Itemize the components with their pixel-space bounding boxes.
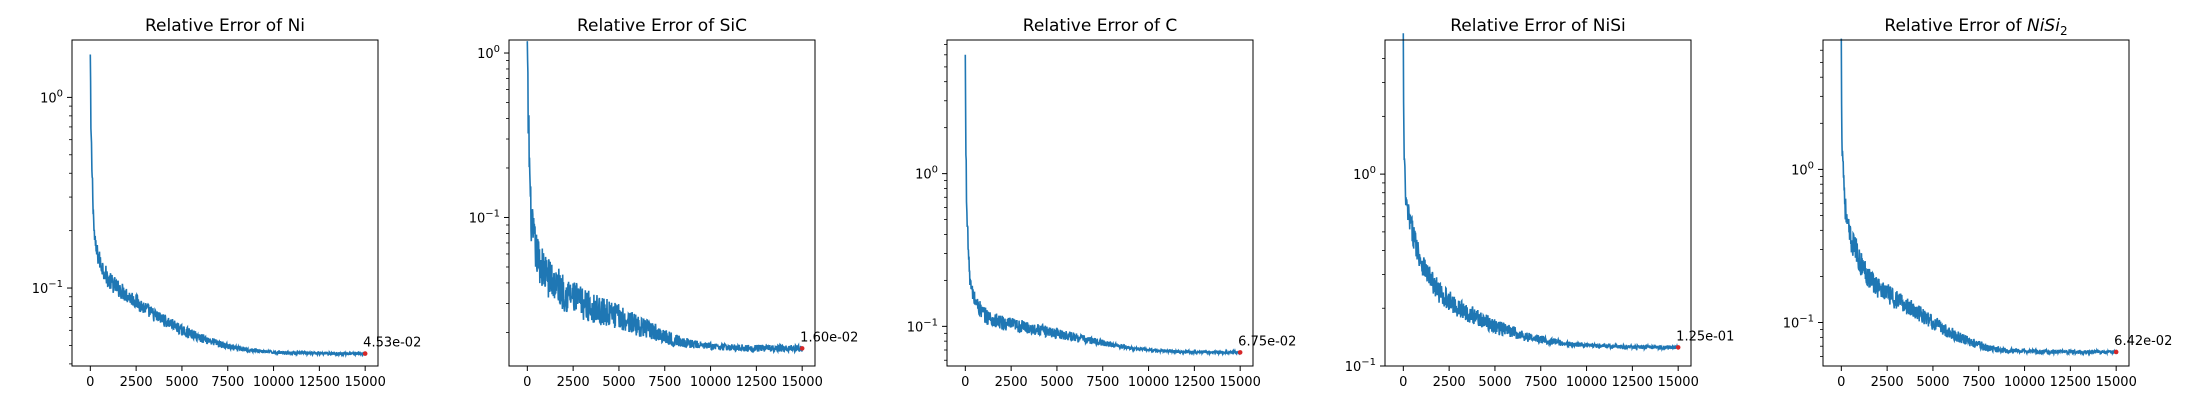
- x-tick-label: 10000: [690, 375, 731, 390]
- plot-frame: [1822, 39, 2130, 367]
- x-tick-label: 15000: [1219, 375, 1260, 390]
- subplot-nisi2: Relative Error of NiSi2 6.42e-02 0 2500 500…: [1783, 16, 2173, 390]
- x-tick-label: 2500: [1871, 375, 1904, 390]
- final-value-label: 1.60e-02: [800, 330, 858, 345]
- chart-title: Relative Error of SiC: [577, 16, 747, 36]
- x-tick-label: 12500: [2050, 375, 2091, 390]
- y-tick-label: 100: [40, 88, 63, 106]
- final-point-marker: [1675, 345, 1681, 350]
- plot-frame: [946, 39, 1254, 367]
- x-tick-label: 15000: [344, 375, 385, 390]
- final-point-marker: [2113, 349, 2119, 355]
- final-value-label: 1.25e-01: [1676, 329, 1734, 344]
- final-point-marker: [362, 351, 368, 356]
- x-tick-label: 10000: [253, 375, 294, 390]
- chart-title: Relative Error of NiSi2: [1884, 16, 2067, 38]
- final-value-label: 6.42e-02: [2114, 334, 2172, 349]
- series-line: [1840, 38, 2117, 357]
- x-tick-label: 7500: [1086, 375, 1119, 390]
- y-tick-label: 10−1: [1783, 314, 1814, 332]
- x-tick-label: 15000: [781, 375, 822, 390]
- chart-title: Relative Error of Ni: [145, 16, 305, 36]
- subplot-ni: Relative Error of Ni 4.53e-02 0 2500 5000 75…: [32, 16, 422, 390]
- x-tick-label: 5000: [1040, 375, 1073, 390]
- y-tick-label: 100: [1353, 165, 1376, 183]
- chart-title: Relative Error of NiSi: [1450, 16, 1626, 36]
- x-tick-label: 5000: [1478, 375, 1511, 390]
- x-tick-label: 10000: [1566, 375, 1607, 390]
- x-tick-label: 5000: [1916, 375, 1949, 390]
- series-line: [526, 41, 803, 355]
- subplot-sic: Relative Error of SiC 1.60e-02 0 2500 5000 7…: [469, 16, 859, 390]
- plot-frame: [1384, 39, 1692, 367]
- series-line: [89, 54, 366, 358]
- x-tick-label: 10000: [1128, 375, 1169, 390]
- x-tick-label: 10000: [2004, 375, 2045, 390]
- final-value-label: 6.75e-02: [1238, 334, 1296, 349]
- y-tick-label: 100: [915, 165, 938, 183]
- x-tick-label: 2500: [1433, 375, 1466, 390]
- y-tick-label: 100: [1791, 160, 1814, 178]
- chart-title: Relative Error of C: [1023, 16, 1177, 36]
- x-tick-label: 12500: [1174, 375, 1215, 390]
- y-tick-label: 10−1: [1345, 357, 1376, 375]
- x-tick-label: 15000: [2095, 375, 2136, 390]
- x-tick-label: 15000: [1657, 375, 1698, 390]
- x-tick-label: 5000: [165, 375, 198, 390]
- series-line: [964, 54, 1241, 357]
- x-tick-label: 2500: [120, 375, 153, 390]
- x-tick-label: 0: [86, 375, 94, 390]
- x-tick-label: 12500: [1612, 375, 1653, 390]
- x-tick-label: 12500: [736, 375, 777, 390]
- x-tick-label: 5000: [602, 375, 635, 390]
- x-tick-label: 0: [523, 375, 531, 390]
- series-line: [1402, 33, 1679, 352]
- plot-frame: [508, 39, 816, 367]
- x-tick-label: 7500: [211, 375, 244, 390]
- final-point-marker: [799, 346, 805, 351]
- plot-frame: [71, 39, 379, 367]
- x-tick-label: 0: [1399, 375, 1407, 390]
- final-value-label: 4.53e-02: [363, 336, 421, 351]
- x-tick-label: 12500: [299, 375, 340, 390]
- y-tick-label: 10−1: [907, 317, 938, 335]
- subplot-c: Relative Error of C 6.75e-02 0 2500 5000 750…: [907, 16, 1297, 390]
- subplot-nisi: Relative Error of NiSi 1.25e-01 0 2500 5000…: [1345, 16, 1735, 390]
- x-tick-label: 2500: [995, 375, 1028, 390]
- x-tick-label: 0: [1837, 375, 1845, 390]
- x-tick-label: 7500: [1962, 375, 1995, 390]
- y-tick-label: 10−1: [32, 279, 63, 297]
- x-tick-label: 2500: [557, 375, 590, 390]
- final-point-marker: [1237, 350, 1243, 355]
- y-tick-label: 100: [477, 44, 500, 62]
- x-tick-label: 0: [961, 375, 969, 390]
- x-tick-label: 7500: [1524, 375, 1557, 390]
- y-tick-label: 10−1: [469, 208, 500, 226]
- x-tick-label: 7500: [648, 375, 681, 390]
